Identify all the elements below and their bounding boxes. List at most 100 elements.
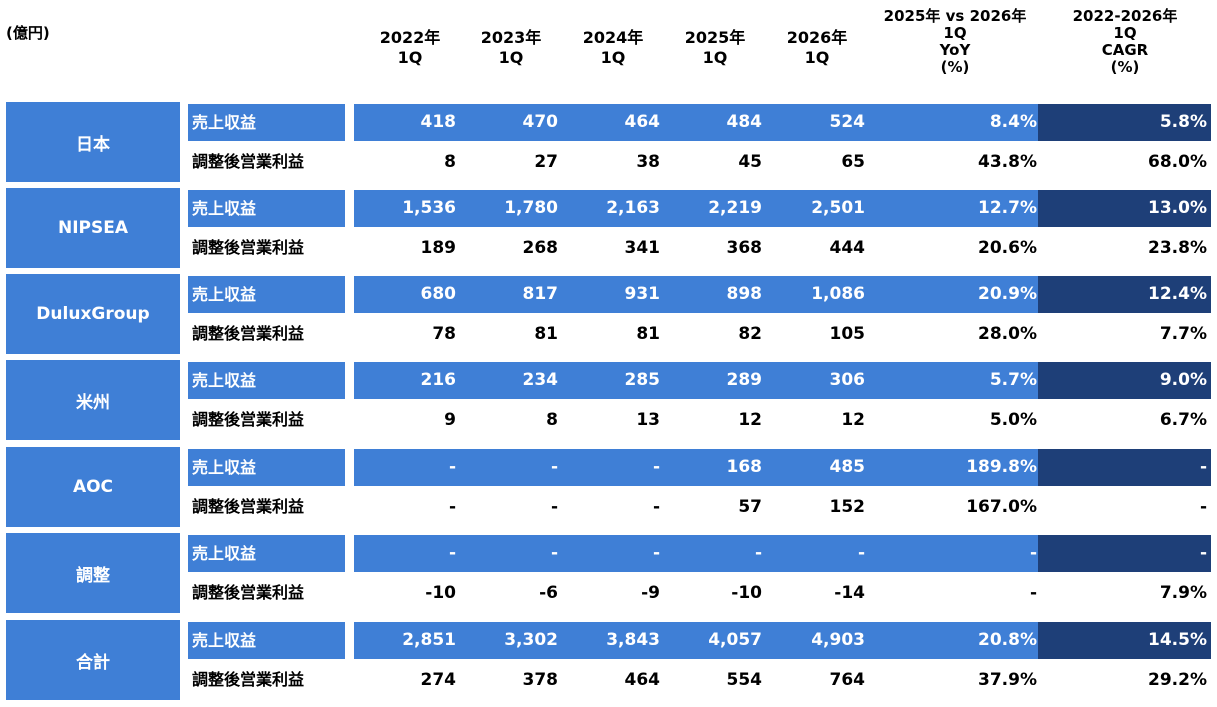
column-header-2024: 2024年 1Q: [568, 28, 658, 118]
row-divider: [345, 190, 354, 227]
value-cell: 1,780: [504, 198, 558, 218]
value-cell: 8.4%: [989, 112, 1037, 132]
value-cell: 1,536: [402, 198, 456, 218]
value-cell: 167.0%: [966, 497, 1037, 517]
segment-label: 米州: [6, 360, 180, 440]
value-cell: 8: [444, 152, 456, 172]
column-header-yoy: 2025年 vs 2026年 1Q YoY (%): [870, 8, 1040, 98]
value-cell: 341: [624, 238, 661, 258]
value-cell: 29.2%: [1148, 670, 1207, 690]
value-cell: 23.8%: [1148, 238, 1207, 258]
column-header-2025: 2025年 1Q: [670, 28, 760, 118]
value-cell: 7.7%: [1159, 324, 1207, 344]
value-cell: -: [1029, 543, 1037, 563]
value-cell: 81: [534, 324, 558, 344]
operating-profit-row: 調整後営業利益 -10 -6 -9 -10 -14 - 7.9%: [0, 573, 1217, 613]
value-cell: 12.4%: [1148, 284, 1207, 304]
row-divider: [345, 104, 354, 141]
value-cell: 3,843: [606, 630, 660, 650]
value-cell: 3,302: [504, 630, 558, 650]
cagr-cell-background: [1038, 190, 1211, 227]
revenue-label: 売上収益: [192, 113, 257, 132]
value-cell: -10: [731, 583, 762, 603]
value-cell: 464: [624, 112, 661, 132]
value-cell: 168: [726, 457, 763, 477]
value-cell: 20.8%: [978, 630, 1037, 650]
segment-group: 日本 売上収益 418 470 464 484 524 8.4% 5.8% 調整後営業利益 8 27 3…: [0, 102, 1217, 182]
value-cell: 2,163: [606, 198, 660, 218]
value-cell: 9: [444, 410, 456, 430]
column-header-line: 2023年: [480, 28, 542, 47]
value-cell: 5.8%: [1159, 112, 1207, 132]
revenue-row: 売上収益 418 470 464 484 524 8.4% 5.8%: [0, 102, 1217, 142]
value-cell: 554: [726, 670, 763, 690]
value-cell: -: [550, 497, 558, 517]
column-header-line: 2022-2026年: [1072, 7, 1178, 25]
segment-label: 調整: [6, 533, 180, 613]
value-cell: 2,501: [811, 198, 865, 218]
column-header-2023: 2023年 1Q: [466, 28, 556, 118]
operating-profit-label: 調整後営業利益: [192, 324, 305, 343]
operating-profit-row: 調整後営業利益 189 268 341 368 444 20.6% 23.8%: [0, 228, 1217, 268]
segment-label: NIPSEA: [6, 188, 180, 268]
cagr-cell-background: [1038, 535, 1211, 572]
column-header-line: (%): [940, 58, 970, 76]
value-cell: 37.9%: [978, 670, 1037, 690]
value-cell: 444: [829, 238, 866, 258]
column-header-line: 2025年: [684, 28, 746, 47]
segment-label: 日本: [6, 102, 180, 182]
value-cell: -: [550, 543, 558, 563]
column-header-2026: 2026年 1Q: [772, 28, 862, 118]
value-cell: -: [1199, 457, 1207, 477]
value-cell: 82: [738, 324, 762, 344]
column-header-line: 1Q: [1113, 24, 1137, 42]
segment-group: 米州 売上収益 216 234 285 289 306 5.7% 9.0% 調整後営業利益 9 8 13…: [0, 360, 1217, 440]
value-cell: 105: [829, 324, 866, 344]
value-cell: -: [448, 543, 456, 563]
operating-profit-row: 調整後営業利益 8 27 38 45 65 43.8% 68.0%: [0, 142, 1217, 182]
value-cell: 12: [738, 410, 762, 430]
revenue-label: 売上収益: [192, 631, 257, 650]
value-cell: -6: [539, 583, 558, 603]
value-cell: 68.0%: [1148, 152, 1207, 172]
value-cell: -14: [834, 583, 865, 603]
value-cell: 12: [841, 410, 865, 430]
value-cell: 368: [726, 238, 763, 258]
operating-profit-label: 調整後営業利益: [192, 410, 305, 429]
value-cell: 78: [432, 324, 456, 344]
segment-group: AOC 売上収益 - - - 168 485 189.8% - 調整後営業利益 - - - 57 152 16…: [0, 447, 1217, 527]
value-cell: 14.5%: [1148, 630, 1207, 650]
column-header-line: CAGR: [1101, 41, 1149, 59]
revenue-label: 売上収益: [192, 544, 257, 563]
value-cell: 764: [829, 670, 866, 690]
value-cell: -: [448, 457, 456, 477]
value-cell: -: [1199, 543, 1207, 563]
value-cell: 285: [624, 370, 661, 390]
value-cell: 189: [420, 238, 457, 258]
value-cell: 234: [522, 370, 559, 390]
column-header-line: 1Q: [804, 48, 830, 67]
value-cell: 8: [546, 410, 558, 430]
value-cell: 38: [636, 152, 660, 172]
value-cell: 418: [420, 112, 457, 132]
column-header-line: 2024年: [582, 28, 644, 47]
segment-group: DuluxGroup 売上収益 680 817 931 898 1,086 20.9% 12.4…: [0, 274, 1217, 354]
operating-profit-label: 調整後営業利益: [192, 238, 305, 257]
value-cell: 289: [726, 370, 763, 390]
segment-group: NIPSEA 売上収益 1,536 1,780 2,163 2,219 2,501 12.7%…: [0, 188, 1217, 268]
column-header-line: 1Q: [397, 48, 423, 67]
row-divider: [345, 622, 354, 659]
row-divider: [345, 449, 354, 486]
value-cell: 464: [624, 670, 661, 690]
column-header-line: YoY: [939, 41, 971, 59]
segment-label: AOC: [6, 447, 180, 527]
revenue-row: 売上収益 216 234 285 289 306 5.7% 9.0%: [0, 360, 1217, 400]
revenue-label: 売上収益: [192, 285, 257, 304]
segment-label: 合計: [6, 620, 180, 700]
operating-profit-label: 調整後営業利益: [192, 670, 305, 689]
value-cell: 817: [522, 284, 559, 304]
value-cell: 5.7%: [989, 370, 1037, 390]
value-cell: 484: [726, 112, 763, 132]
column-header-line: 2022年: [379, 28, 441, 47]
value-cell: 6.7%: [1159, 410, 1207, 430]
